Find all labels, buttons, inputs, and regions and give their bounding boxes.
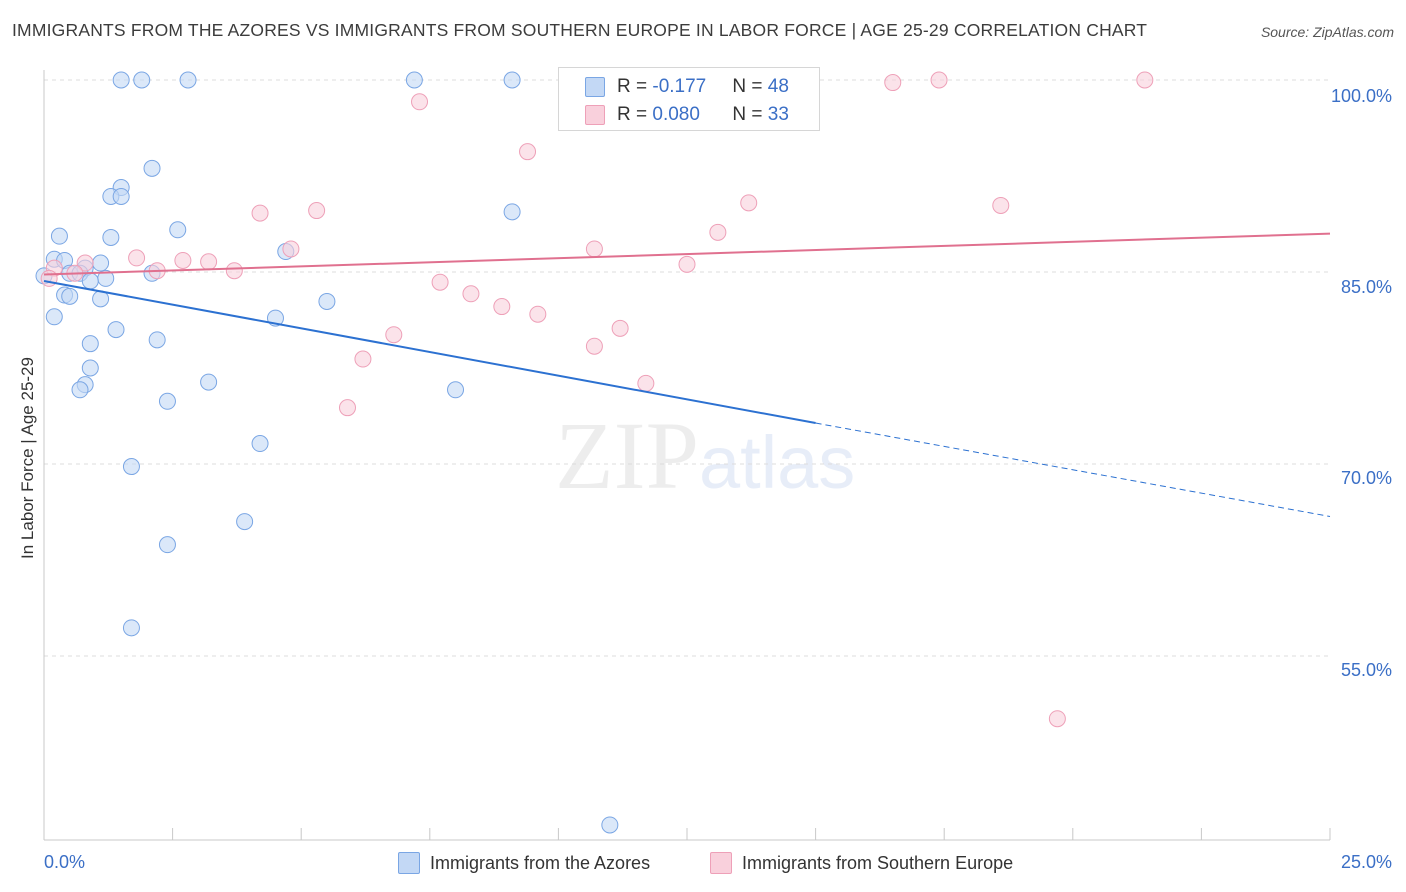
azores-point [158,392,176,410]
azores-point [122,619,140,637]
azores-point [169,221,187,239]
legend-r-value: 0.080 [652,104,700,125]
azores-point [503,71,521,89]
southern-europe-point [884,74,902,92]
x-tick-label-max: 25.0% [1340,852,1392,872]
southern-europe-point [1048,710,1066,728]
legend-swatch-southern-europe [585,105,605,125]
legend-n-value: 48 [767,76,789,97]
southern-europe-point [585,240,603,258]
southern-europe-point [519,143,537,161]
bottom-legend-swatch-southern-europe [710,852,732,874]
southern-europe-point [529,305,547,323]
southern-europe-point [462,285,480,303]
azores-point [503,203,521,221]
azores-point [447,381,465,399]
azores-point [251,435,269,453]
azores-point [45,308,63,326]
azores-point [107,321,125,339]
y-tick-label-55: 55.0% [1340,660,1392,680]
southern-europe-point [637,374,655,392]
azores-point [50,227,68,245]
southern-europe-point [354,350,372,368]
southern-europe-point [282,240,300,258]
southern-europe-point [431,273,449,291]
azores-point [112,187,130,205]
southern-europe-point [992,196,1010,214]
bottom-legend-southern-europe: Immigrants from Southern Europe [710,852,1013,874]
legend-swatch-azores [585,77,605,97]
azores-point [158,536,176,554]
legend-n-label: N = [732,104,768,125]
southern-europe-point [1136,71,1154,89]
legend-n-label: N = [732,76,768,97]
y-tick-label-85: 85.0% [1340,277,1392,297]
azores-point [61,287,79,305]
azores-point [71,381,89,399]
legend-row-southern-europe: R = 0.080 N = 33 [585,104,789,126]
southern-europe-point [493,298,511,316]
azores-point [133,71,151,89]
azores-point [102,228,120,246]
southern-europe-point [76,254,94,272]
azores-trend-line-extension [815,422,1331,517]
source-label: Source: ZipAtlas.com [1260,24,1394,40]
southern-europe-point [411,93,429,111]
southern-europe-point [128,249,146,267]
azores-point [81,335,99,353]
watermark-atlas: atlas [699,421,856,504]
x-tick-label-min: 0.0% [44,852,86,872]
bottom-legend-swatch-azores [398,852,420,874]
legend-r-value: -0.177 [652,76,707,97]
azores-point [601,816,619,834]
legend-r-label: R = [617,104,653,125]
azores-point [112,71,130,89]
azores-trend-line [43,279,816,425]
southern-europe-point [385,326,403,344]
southern-europe-point [308,202,326,220]
azores-point [148,331,166,349]
correlation-legend: R = -0.177 N = 48 R = 0.080 N = 33 [558,67,820,131]
azores-point [122,458,140,476]
azores-point [143,159,161,177]
legend-row-azores: R = -0.177 N = 48 [585,76,789,98]
watermark: ZIPatlas [555,400,855,511]
azores-point [81,359,99,377]
bottom-legend-azores: Immigrants from the Azores [398,852,650,874]
southern-europe-point [585,337,603,355]
southern-europe-point [678,255,696,273]
y-tick-label-100: 100.0% [1330,86,1392,106]
southern-europe-trend-line [43,232,1331,276]
azores-point [179,71,197,89]
azores-point [200,373,218,391]
legend-r-label: R = [617,76,653,97]
bottom-legend-label-southern-europe: Immigrants from Southern Europe [742,852,1014,873]
southern-europe-point [174,251,192,269]
southern-europe-point [251,204,269,222]
azores-point [81,272,99,290]
y-axis-label: In Labor Force | Age 25-29 [18,357,37,559]
southern-europe-point [40,269,58,287]
southern-europe-point [200,253,218,271]
watermark-zip: ZIP [555,402,699,509]
legend-n-value: 33 [767,104,789,125]
azores-point [318,292,336,310]
chart-title: IMMIGRANTS FROM THE AZORES VS IMMIGRANTS… [12,20,1148,40]
azores-point [405,71,423,89]
azores-point [236,513,254,531]
southern-europe-point [225,262,243,280]
southern-europe-point [338,399,356,417]
azores-point [92,254,110,272]
southern-europe-point [930,71,948,89]
southern-europe-point [709,223,727,241]
southern-europe-point [740,194,758,212]
southern-europe-point [611,319,629,337]
y-tick-label-70: 70.0% [1340,468,1392,488]
bottom-legend-label-azores: Immigrants from the Azores [430,852,651,873]
